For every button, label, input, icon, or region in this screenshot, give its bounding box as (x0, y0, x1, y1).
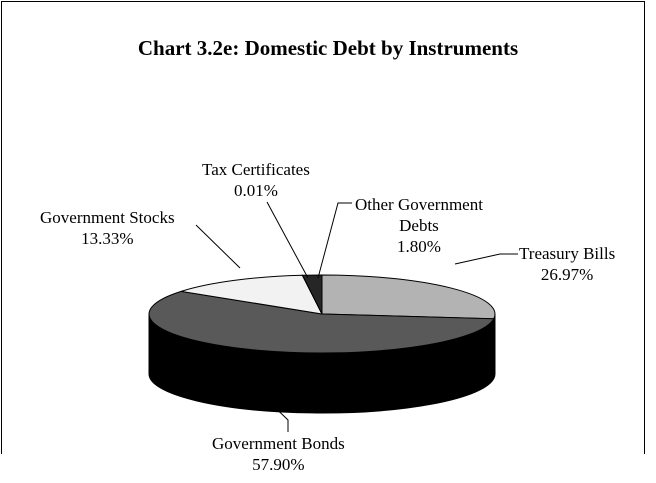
pie-slice-government-stocks (181, 274, 323, 315)
pie-slice-treasury-bills (321, 274, 496, 320)
label-tax-certificates-name: Tax Certificates (202, 160, 310, 179)
label-other-government-debts-name-2: Debts (399, 216, 439, 235)
leader-line-tax-certificates (266, 201, 309, 279)
label-other-government-debts: Other Government Debts 1.80% (355, 194, 483, 257)
label-tax-certificates-value: 0.01% (233, 181, 278, 200)
label-government-bonds: Government Bonds 57.90% (212, 433, 345, 475)
label-government-bonds-name: Government Bonds (212, 434, 345, 453)
leader-line-treasury-bills (454, 253, 518, 265)
chart-title: Chart 3.2e: Domestic Debt by Instruments (137, 36, 519, 60)
leader-line-government-bonds (261, 394, 289, 432)
chart-frame (1, 1, 645, 454)
label-government-stocks: Government Stocks 13.33% (40, 207, 175, 249)
pie-slice-other-government-debts (301, 274, 323, 315)
label-other-government-debts-value: 1.80% (397, 237, 441, 256)
label-government-bonds-value: 57.90% (252, 455, 305, 474)
label-other-government-debts-name: Other Government (355, 195, 483, 214)
leader-line-other-government-debts (317, 202, 352, 279)
pie-slice-government-bonds (148, 290, 495, 354)
label-treasury-bills-value: 26.97% (540, 265, 594, 284)
label-treasury-bills-name: Treasury Bills (519, 244, 616, 263)
label-government-stocks-value: 13.33% (81, 229, 134, 248)
label-tax-certificates: Tax Certificates 0.01% (202, 159, 310, 201)
leader-line-government-stocks (195, 224, 241, 269)
label-treasury-bills: Treasury Bills 26.97% (519, 243, 615, 285)
label-government-stocks-name: Government Stocks (40, 208, 175, 227)
